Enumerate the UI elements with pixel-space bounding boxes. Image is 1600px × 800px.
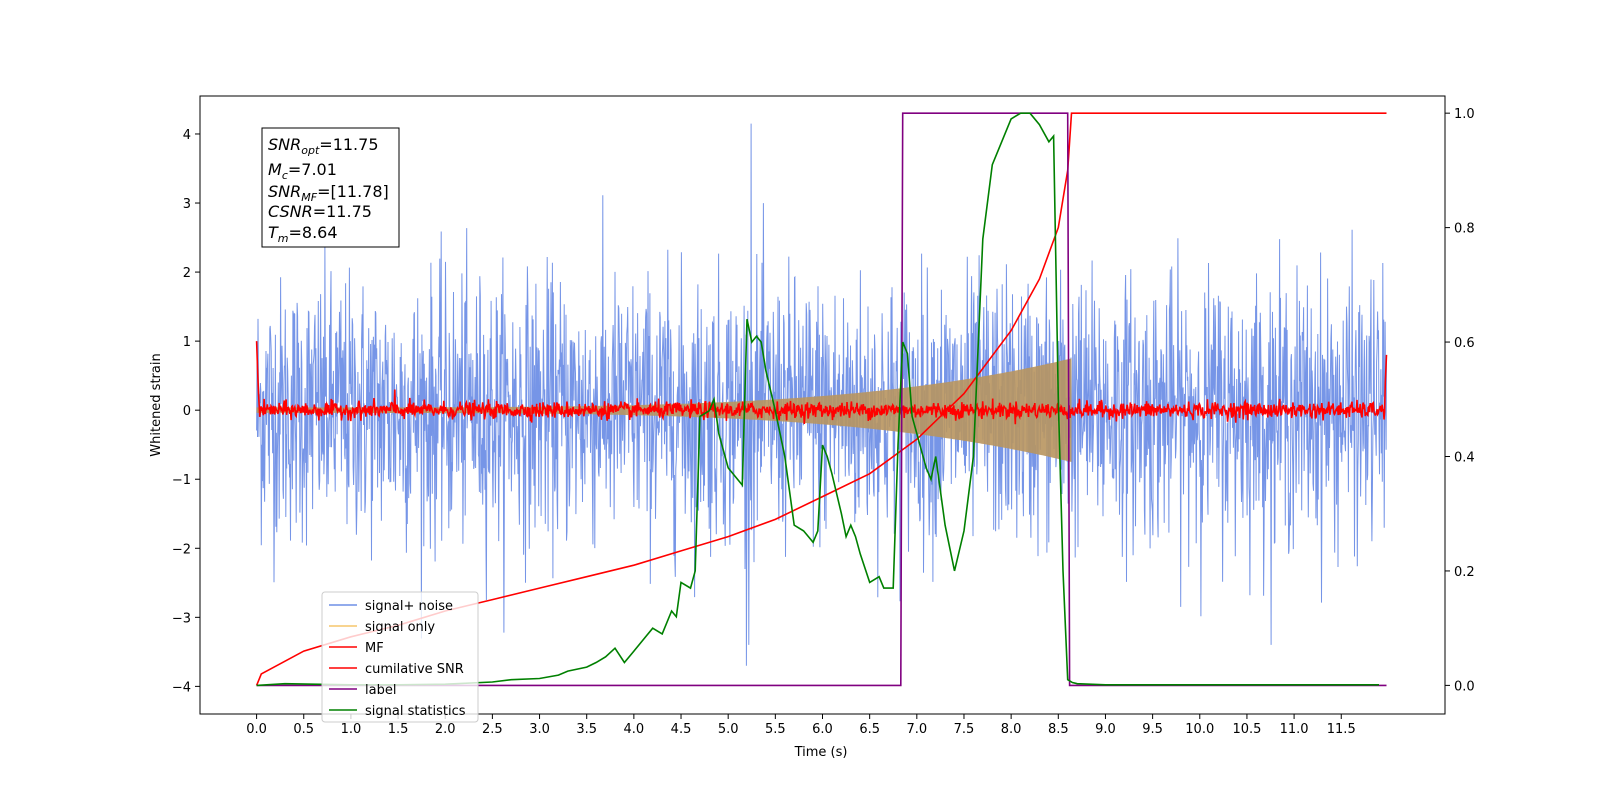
y-left-tick-label: −2 — [172, 542, 191, 557]
x-tick-label: 0.5 — [293, 722, 314, 737]
legend-label-signal-only: signal only — [365, 620, 435, 635]
x-tick-label: 9.5 — [1142, 722, 1163, 737]
series-mf-line — [255, 341, 1388, 425]
x-tick-label: 7.0 — [906, 722, 927, 737]
y-left-tick-label: 4 — [183, 128, 191, 143]
x-tick-label: 2.5 — [482, 722, 503, 737]
y-right-tick-label: 0.4 — [1454, 451, 1475, 466]
legend-label-signal-statistics: signal statistics — [365, 704, 466, 719]
legend-label-signal-noise: signal+ noise — [365, 599, 453, 614]
x-tick-label: 10.0 — [1185, 722, 1214, 737]
y-left-tick-label: −4 — [172, 680, 191, 695]
annotation-snr-opt: SNRopt=11.75 — [268, 135, 379, 157]
y-left-tick-label: 1 — [183, 335, 191, 350]
y-left-tick-label: 2 — [183, 266, 191, 281]
x-tick-label: 7.5 — [954, 722, 975, 737]
x-tick-label: 1.5 — [388, 722, 409, 737]
x-tick-label: 1.0 — [341, 722, 362, 737]
y-right-tick-label: 0.6 — [1454, 336, 1475, 351]
y-left-tick-label: −3 — [172, 611, 191, 626]
annotation-tm: Tm=8.64 — [268, 223, 338, 245]
x-tick-label: 3.5 — [576, 722, 597, 737]
x-tick-label: 6.0 — [812, 722, 833, 737]
x-tick-label: 4.0 — [624, 722, 645, 737]
x-tick-label: 6.5 — [859, 722, 880, 737]
x-tick-label: 0.0 — [246, 722, 267, 737]
y-left-tick-label: 0 — [183, 404, 191, 419]
x-tick-label: 10.5 — [1232, 722, 1261, 737]
y-left-tick-label: 3 — [183, 197, 191, 212]
x-tick-label: 11.0 — [1280, 722, 1309, 737]
annotation-snr-mf: SNRMF=[11.78] — [268, 182, 389, 204]
x-axis-label: Time (s) — [794, 745, 848, 760]
legend-frame — [321, 591, 479, 723]
y-axis-left: −4 −3 −2 −1 0 1 2 3 4 — [172, 128, 200, 695]
x-tick-label: 8.0 — [1001, 722, 1022, 737]
x-tick-label: 11.5 — [1327, 722, 1356, 737]
y-right-tick-label: 0.2 — [1454, 565, 1475, 580]
legend-label-cumilative-snr: cumilative SNR — [365, 662, 464, 677]
legend: signal+ noise signal only MF cumilative SNR… — [321, 591, 479, 723]
y-right-tick-label: 1.0 — [1454, 107, 1475, 122]
annotation-csnr: CSNR=11.75 — [268, 202, 372, 221]
x-tick-label: 4.5 — [671, 722, 692, 737]
y-axis-label: Whitened strain — [149, 353, 164, 456]
x-axis: 0.0 0.5 1.0 1.5 2.0 2.5 3.0 3.5 4.0 4.5 5.0 5.5 6.0 6… — [246, 714, 1356, 737]
y-axis-right: 0.0 0.2 0.4 0.6 0.8 1.0 — [1445, 107, 1475, 694]
y-right-tick-label: 0.8 — [1454, 222, 1475, 237]
annotation-frame — [261, 127, 400, 248]
y-right-tick-label: 0.0 — [1454, 679, 1475, 694]
x-tick-label: 2.0 — [435, 722, 456, 737]
y-left-tick-label: −1 — [172, 473, 191, 488]
series-signal-noise-line — [256, 123, 1387, 666]
x-tick-label: 8.5 — [1048, 722, 1069, 737]
annotation-box: SNRopt=11.75 Mc=7.01 SNRMF=[11.78] CSNR=… — [261, 127, 400, 248]
legend-label-label: label — [365, 683, 396, 698]
x-tick-label: 5.0 — [718, 722, 739, 737]
legend-label-mf: MF — [365, 641, 384, 656]
x-tick-label: 5.5 — [765, 722, 786, 737]
x-tick-label: 3.0 — [529, 722, 550, 737]
series-signal-statistics-line — [256, 112, 1379, 687]
x-tick-label: 9.0 — [1095, 722, 1116, 737]
annotation-mc: Mc=7.01 — [268, 160, 337, 182]
